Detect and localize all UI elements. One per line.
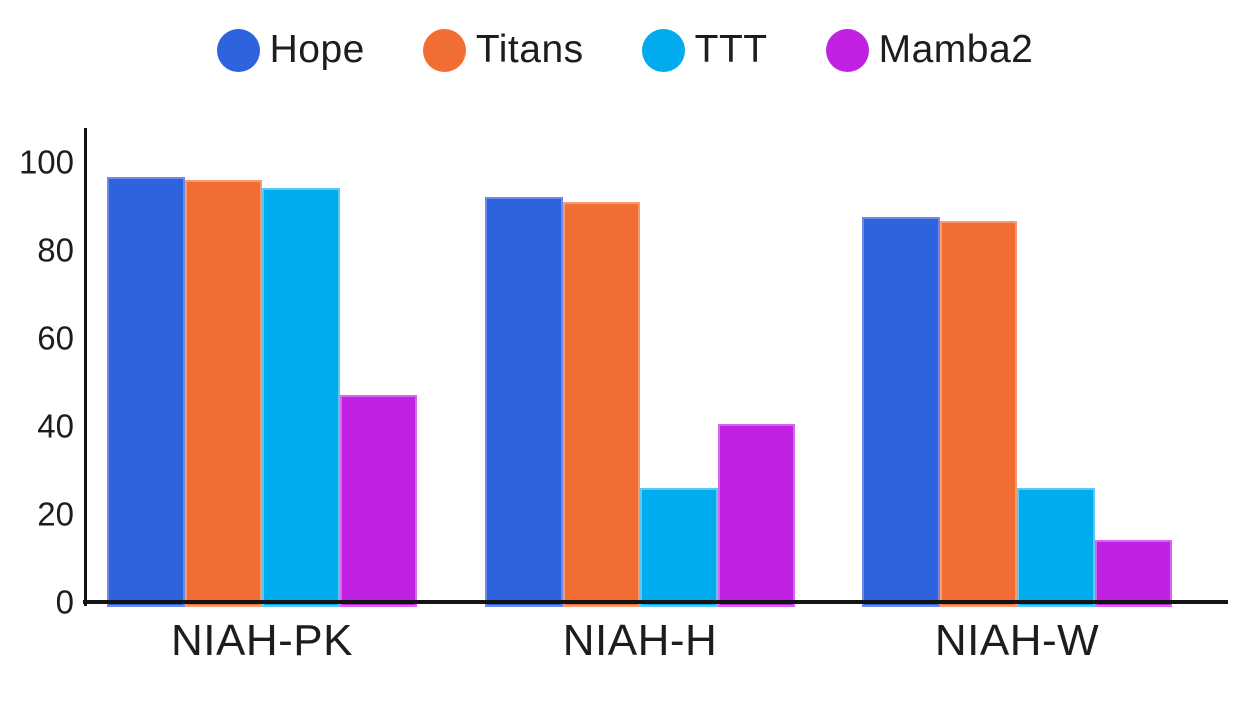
legend-item-ttt: TTT (641, 28, 768, 72)
y-tick-label: 20 (37, 495, 74, 533)
y-tick-label: 0 (55, 583, 74, 621)
bar-hope-niah-w (862, 217, 940, 607)
y-tick-label: 40 (37, 407, 74, 445)
legend-label: TTT (694, 28, 768, 71)
y-tick-label: 100 (18, 143, 74, 181)
y-tick-label: 80 (37, 231, 74, 269)
chart-legend: Hope Titans TTT Mamba2 (0, 28, 1250, 72)
x-category-label: NIAH-W (934, 616, 1100, 665)
legend-swatch-circle-icon (422, 28, 466, 72)
legend-item-titans: Titans (422, 28, 584, 72)
bar-titans-niah-w (939, 221, 1017, 607)
bar-mamba2-niah-pk (339, 395, 417, 607)
bar-group-niah-h (485, 197, 795, 607)
x-category-label: NIAH-H (562, 616, 718, 665)
bar-ttt-niah-h (640, 487, 718, 607)
bar-mamba2-niah-w (1094, 540, 1172, 607)
bar-group-niah-w (862, 217, 1172, 607)
bar-ttt-niah-w (1017, 487, 1095, 607)
y-tick-label: 60 (37, 319, 74, 357)
plot-area (85, 128, 1228, 607)
bar-mamba2-niah-h (717, 423, 795, 607)
legend-item-mamba2: Mamba2 (825, 28, 1034, 72)
legend-label: Hope (269, 28, 365, 71)
legend-swatch-circle-icon (825, 28, 869, 72)
bar-hope-niah-pk (107, 177, 185, 607)
bar-ttt-niah-pk (262, 188, 340, 607)
bar-hope-niah-h (485, 197, 563, 607)
bar-titans-niah-h (562, 201, 640, 607)
legend-label: Titans (475, 28, 584, 71)
legend-item-hope: Hope (216, 28, 365, 72)
legend-label: Mamba2 (878, 28, 1034, 71)
bar-titans-niah-pk (184, 179, 262, 607)
legend-swatch-circle-icon (216, 28, 260, 72)
y-axis-line (84, 128, 87, 606)
x-category-label: NIAH-PK (171, 616, 353, 665)
legend-swatch-circle-icon (641, 28, 685, 72)
x-axis-line (83, 600, 1228, 604)
bar-group-niah-pk (107, 177, 417, 607)
